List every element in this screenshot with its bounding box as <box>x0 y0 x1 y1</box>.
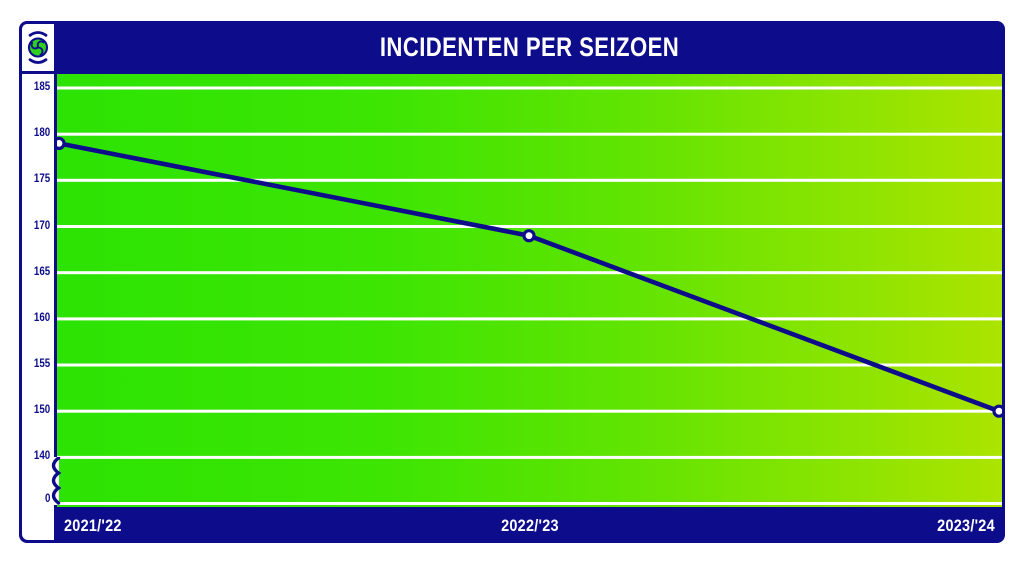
gridline <box>57 455 1002 459</box>
gridline <box>57 502 1002 505</box>
gridline <box>57 317 1002 321</box>
gridline <box>57 409 1002 413</box>
y-tick-label: 140 <box>33 450 50 463</box>
gridline <box>57 178 1002 182</box>
line-chart <box>57 86 1002 505</box>
x-axis: 2021/'22 2022/'23 2023/'24 <box>57 507 1002 543</box>
y-tick-label: 150 <box>33 404 50 417</box>
plot-area <box>51 74 1005 507</box>
chart-panel: INCIDENTEN PER SEIZOEN 185 180 175 170 165 16… <box>19 21 1005 543</box>
y-tick-label: 180 <box>33 127 50 140</box>
gridline <box>57 225 1002 228</box>
y-axis: 185 180 175 170 165 160 155 150 140 0 <box>22 74 54 540</box>
y-tick-label: 160 <box>33 311 50 324</box>
axis-break-icon <box>51 457 62 505</box>
y-tick-label: 185 <box>33 81 50 93</box>
gridline <box>57 86 1002 90</box>
football-logo-icon <box>27 31 49 64</box>
gridline <box>57 271 1002 275</box>
y-tick-label: 165 <box>33 265 50 278</box>
gridline <box>57 363 1002 367</box>
data-line <box>57 141 1002 414</box>
x-tick-label: 2021/'22 <box>64 515 122 535</box>
gridline <box>57 132 1002 136</box>
chart-title-bar: INCIDENTEN PER SEIZOEN <box>57 21 1002 74</box>
x-tick-label: 2023/'24 <box>937 515 995 535</box>
data-point <box>57 136 66 150</box>
y-tick-label: 0 <box>44 492 50 505</box>
y-tick-label: 175 <box>33 173 50 186</box>
chart-title: INCIDENTEN PER SEIZOEN <box>379 32 680 62</box>
data-point <box>992 404 1002 418</box>
y-tick-label: 155 <box>33 358 50 371</box>
data-point <box>522 229 536 243</box>
logo-box <box>22 24 54 71</box>
y-tick-label: 170 <box>33 219 50 232</box>
x-tick-label: 2022/'23 <box>500 515 559 535</box>
